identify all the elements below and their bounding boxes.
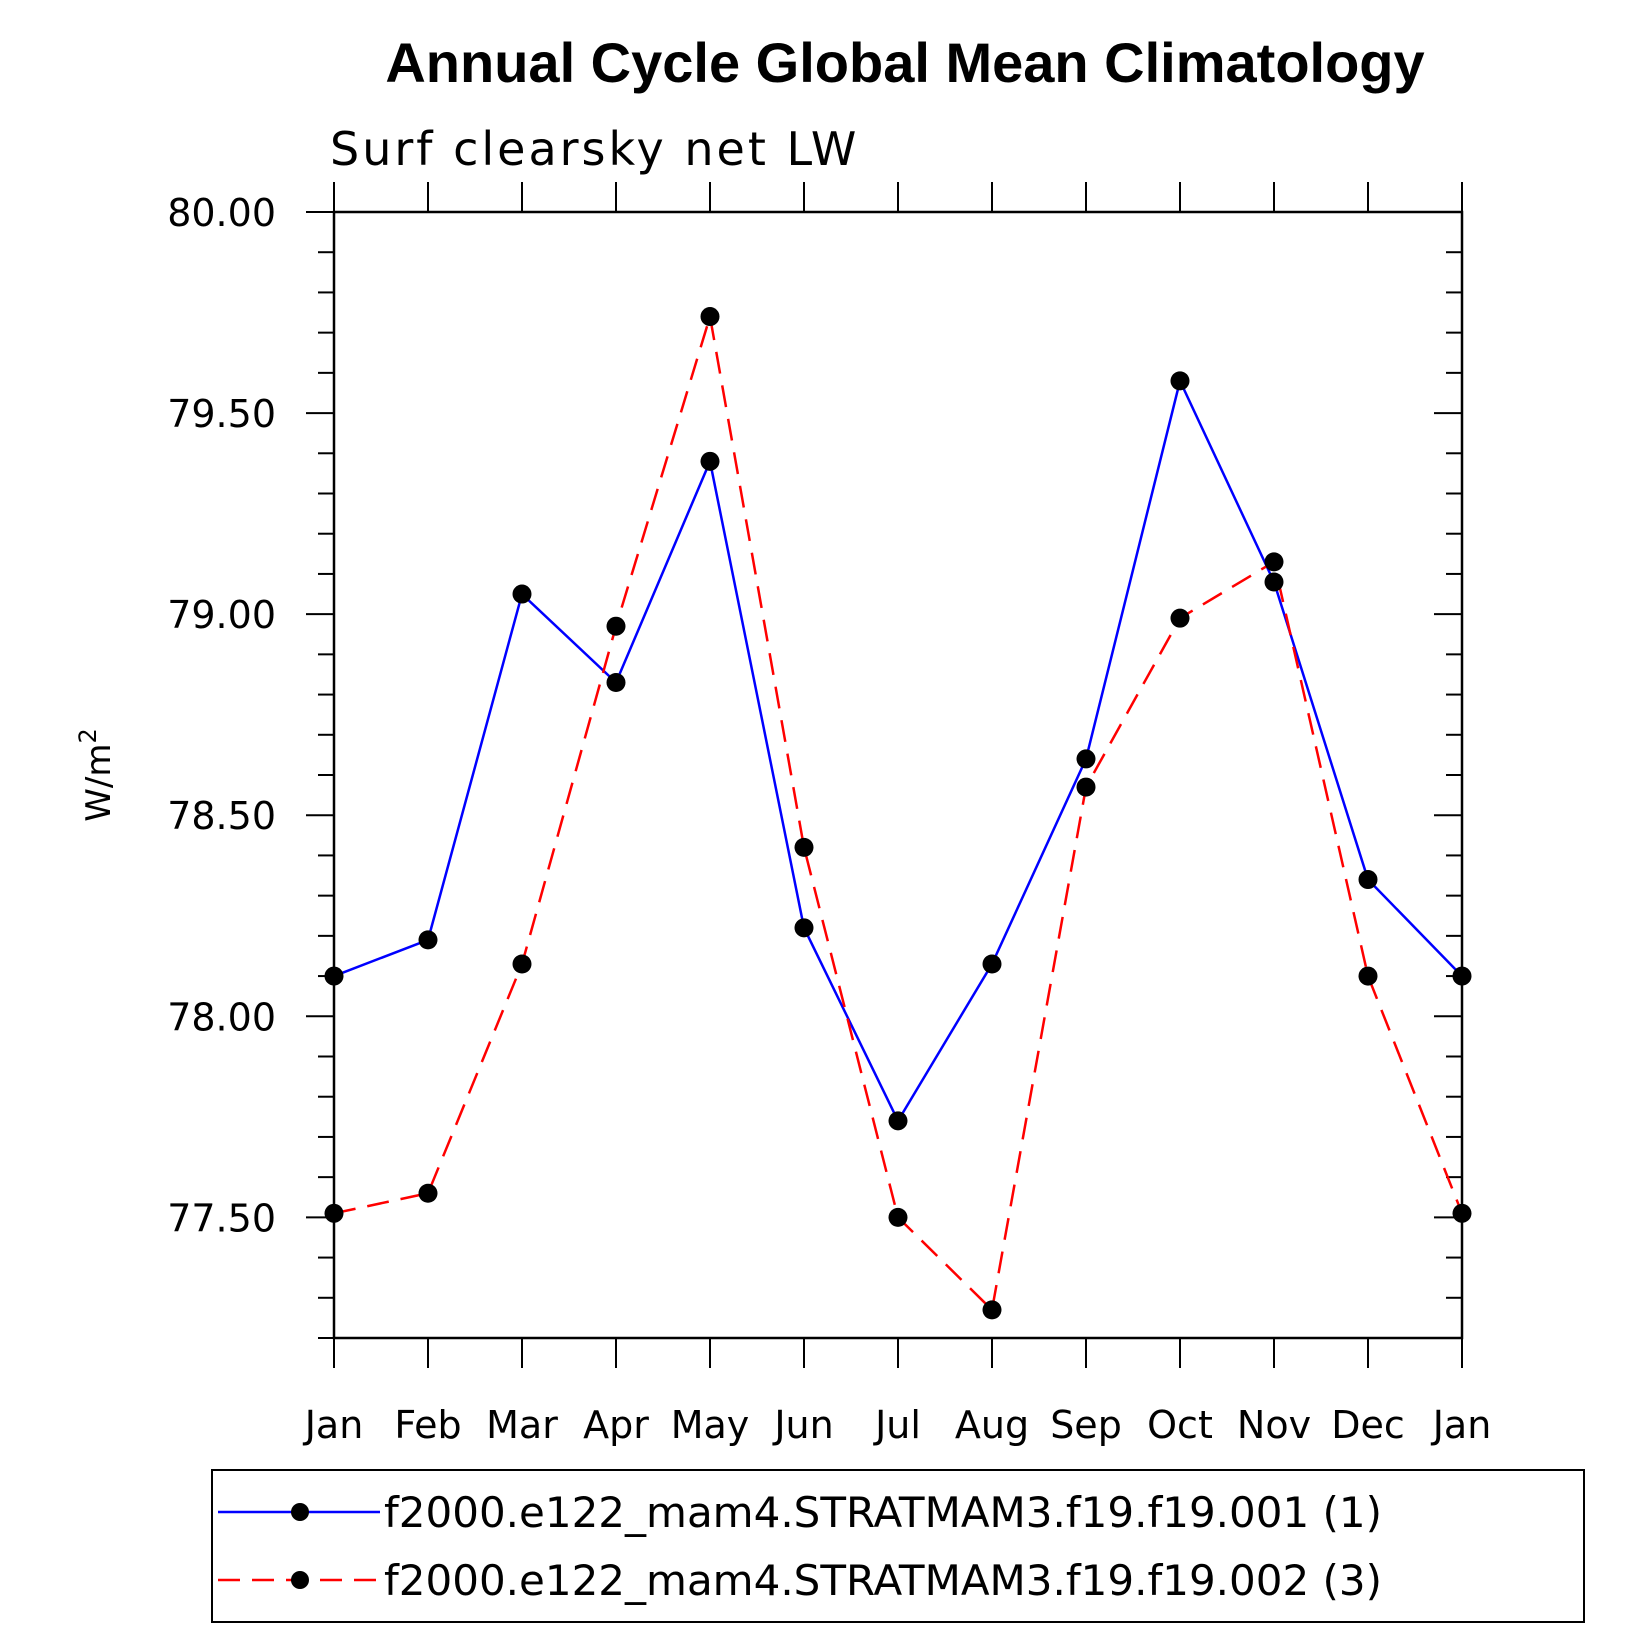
series-2-point [1170,608,1190,628]
series-2-point [512,954,532,974]
y-tick-label: 77.50 [167,1196,276,1240]
x-tick-label: Apr [583,1403,649,1447]
y-tick-label: 79.50 [167,392,276,436]
series-1-point [606,673,626,693]
y-axis: 80.00 79.50 79.00 78.50 78.00 77.50 [167,191,1462,1339]
series-line-1 [333,377,1463,1124]
series-1-point [324,966,344,986]
series-1-point [1264,572,1284,592]
series-1-point [1358,870,1378,890]
series-2-point [982,1300,1002,1320]
x-tick-label: Aug [955,1403,1029,1447]
legend-marker-2 [291,1571,309,1589]
legend-label-2: f2000.e122_mam4.STRATMAM3.f19.f19.002 (3… [384,1556,1382,1605]
x-tick-label: Jan [303,1403,364,1447]
series-1-point [700,451,720,471]
series-1-point [1076,749,1096,769]
series-layer [324,307,1472,1320]
y-tick-label: 78.50 [167,794,276,838]
series-2-point [418,1183,438,1203]
y-axis-label-superscript: 2 [74,728,102,743]
x-tick-label: May [671,1403,750,1447]
series-2-point [700,307,720,327]
series-2-point [888,1207,908,1227]
series-1-point [1170,371,1190,391]
series-1-point [512,584,532,604]
y-tick-label: 79.00 [167,593,276,637]
legend-entry-2: f2000.e122_mam4.STRATMAM3.f19.f19.002 (3… [218,1556,1382,1605]
series-2-point [1264,552,1284,572]
chart-subtitle: Surf clearsky net LW [330,122,859,176]
x-tick-label: Nov [1237,1403,1311,1447]
legend-entry-1: f2000.e122_mam4.STRATMAM3.f19.f19.001 (1… [218,1488,1382,1537]
series-2-point [1076,777,1096,797]
x-tick-label: Jan [1431,1403,1492,1447]
series-1-point [418,930,438,950]
x-axis: Jan Feb Mar Apr May Jun Jul Aug Sep Oct Nov Dec Jan [303,182,1492,1447]
legend-label-1: f2000.e122_mam4.STRATMAM3.f19.f19.001 (1… [384,1488,1382,1537]
y-tick-label: 78.00 [167,995,276,1039]
y-axis-label: W/m2 [74,728,119,821]
y-tick-label: 80.00 [167,191,276,235]
series-1-point [1452,966,1472,986]
plot-frame [332,210,1464,1340]
legend: f2000.e122_mam4.STRATMAM3.f19.f19.001 (1… [211,1469,1585,1623]
x-tick-label: Jun [772,1403,833,1447]
series-1-point [794,918,814,938]
x-tick-label: Dec [1331,1403,1405,1447]
x-tick-label: Feb [394,1403,461,1447]
series-2-point [1452,1203,1472,1223]
x-tick-label: Oct [1147,1403,1213,1447]
plot-border [332,210,1464,1340]
y-axis-label-text: W/m [79,744,119,822]
series-2-point [794,837,814,857]
x-tick-label: Mar [486,1403,558,1447]
series-1-point [888,1111,908,1131]
series-2-point [1358,966,1378,986]
chart-title: Annual Cycle Global Mean Climatology [385,31,1424,94]
series-line-2 [333,316,1464,1313]
legend-marker-1 [291,1503,309,1521]
series-2-point [324,1203,344,1223]
x-tick-label: Jul [873,1403,921,1447]
legend-box [211,1469,1585,1623]
series-1-point [982,954,1002,974]
series-2-point [606,616,626,636]
x-tick-label: Sep [1050,1403,1122,1447]
